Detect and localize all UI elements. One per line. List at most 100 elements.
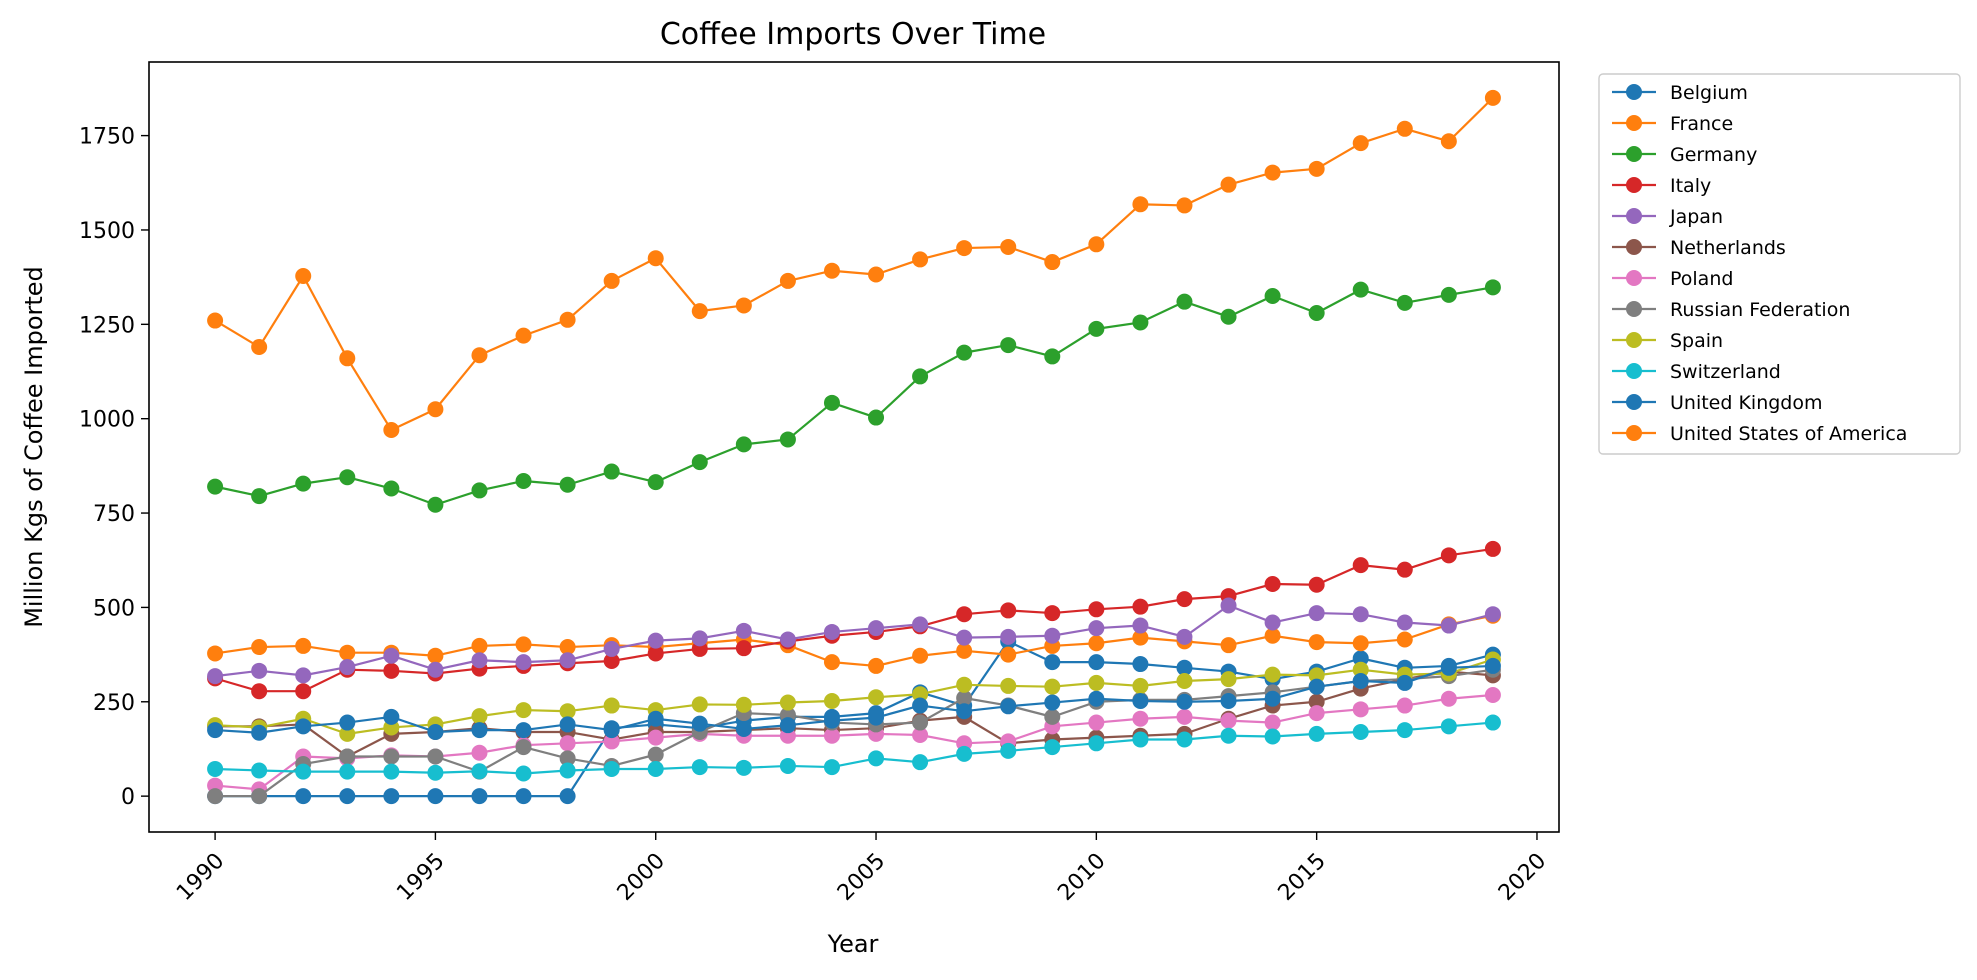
series-germany	[207, 279, 1501, 513]
data-point	[1088, 714, 1105, 731]
legend-item: Italy	[1612, 175, 1711, 197]
data-point	[956, 344, 973, 361]
legend-swatch-marker	[1626, 146, 1642, 162]
data-point	[339, 788, 356, 805]
data-point	[603, 722, 620, 739]
data-point	[647, 474, 664, 491]
series-switzerland	[207, 714, 1501, 782]
data-point	[779, 272, 796, 289]
data-point	[735, 640, 752, 657]
data-point	[207, 788, 224, 805]
data-point	[251, 788, 268, 805]
data-point	[471, 763, 488, 780]
data-point	[559, 476, 576, 493]
data-point	[471, 652, 488, 669]
data-point	[1308, 678, 1325, 695]
data-point	[868, 409, 885, 426]
data-point	[1440, 617, 1457, 634]
data-point	[647, 250, 664, 267]
legend-item: Belgium	[1612, 82, 1748, 104]
legend-item: Netherlands	[1612, 237, 1786, 259]
data-point	[1264, 714, 1281, 731]
legend-swatch-marker	[1626, 332, 1642, 348]
data-point	[1088, 635, 1105, 652]
data-point	[1440, 690, 1457, 707]
data-point	[1484, 686, 1501, 703]
legend-swatch-marker	[1626, 239, 1642, 255]
data-point	[1396, 722, 1413, 739]
y-tick-label: 750	[93, 502, 135, 527]
plot-area	[148, 61, 1560, 833]
x-tick-label: 2005	[833, 849, 890, 906]
data-point	[691, 696, 708, 713]
y-tick-label: 250	[93, 691, 135, 716]
data-point	[1352, 281, 1369, 298]
data-point	[603, 697, 620, 714]
data-point	[912, 754, 929, 771]
data-point	[1176, 197, 1193, 214]
data-point	[1176, 628, 1193, 645]
legend-swatch-marker	[1626, 84, 1642, 100]
legend-label: Japan	[1669, 206, 1723, 228]
data-point	[868, 657, 885, 674]
data-point	[427, 661, 444, 678]
legend-swatch-marker	[1626, 270, 1642, 286]
data-point	[559, 716, 576, 733]
legend-item: Russian Federation	[1612, 299, 1850, 321]
data-point	[779, 757, 796, 774]
data-point	[823, 623, 840, 640]
data-point	[912, 726, 929, 743]
data-point	[1000, 698, 1017, 715]
data-point	[1264, 614, 1281, 631]
data-point	[339, 725, 356, 742]
data-point	[1396, 674, 1413, 691]
legend-swatch-marker	[1626, 425, 1642, 441]
y-axis-label: Million Kgs of Coffee Imported	[20, 266, 48, 628]
data-point	[647, 645, 664, 662]
data-point	[1484, 606, 1501, 623]
data-point	[1132, 598, 1149, 615]
data-point	[339, 748, 356, 765]
data-point	[295, 763, 312, 780]
data-point	[559, 311, 576, 328]
data-point	[823, 654, 840, 671]
data-point	[427, 788, 444, 805]
data-point	[207, 312, 224, 329]
data-point	[956, 703, 973, 720]
data-point	[603, 733, 620, 750]
data-point	[1352, 723, 1369, 740]
data-point	[1132, 693, 1149, 710]
data-point	[647, 632, 664, 649]
legend-swatch-marker	[1626, 363, 1642, 379]
x-tick-label: 1995	[392, 849, 449, 906]
x-tick-label: 1990	[172, 849, 229, 906]
data-point	[779, 717, 796, 734]
data-point	[1088, 735, 1105, 752]
data-point	[1308, 576, 1325, 593]
data-point	[1044, 708, 1061, 725]
data-point	[1484, 279, 1501, 296]
data-point	[1484, 89, 1501, 106]
data-point	[647, 729, 664, 746]
series-france	[207, 607, 1501, 674]
data-point	[1000, 628, 1017, 645]
legend-item: Switzerland	[1612, 361, 1781, 383]
data-point	[1308, 667, 1325, 684]
data-point	[295, 683, 312, 700]
data-point	[515, 722, 532, 739]
data-point	[823, 712, 840, 729]
legend-label: France	[1670, 113, 1733, 135]
y-tick-label: 1250	[79, 313, 135, 338]
legend-label: Netherlands	[1670, 237, 1786, 259]
data-point	[1484, 657, 1501, 674]
x-tick-label: 2000	[613, 849, 670, 906]
data-point	[1396, 120, 1413, 137]
data-point	[1176, 731, 1193, 748]
data-point	[295, 667, 312, 684]
data-point	[383, 748, 400, 765]
data-point	[251, 338, 268, 355]
data-point	[647, 760, 664, 777]
data-point	[559, 639, 576, 656]
data-point	[823, 727, 840, 744]
